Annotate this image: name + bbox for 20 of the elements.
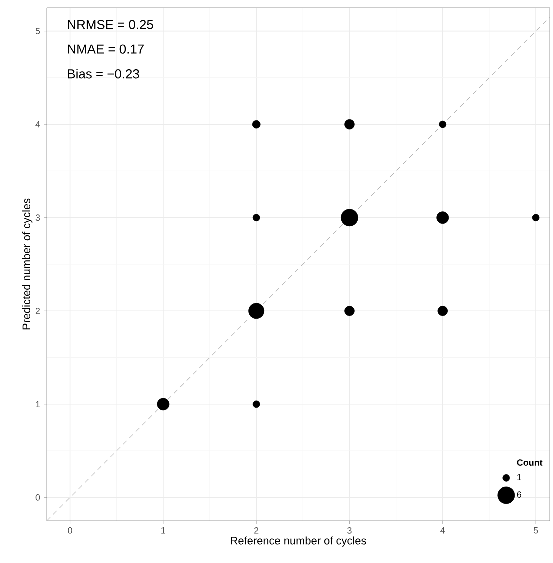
legend-label: 1: [518, 474, 522, 480]
y-tick-label: 4: [36, 122, 40, 128]
annotation: NRMSE = 0.25: [68, 20, 154, 30]
legend-label: 6: [517, 492, 522, 498]
annotation: NMAE = 0.17: [68, 44, 144, 54]
y-tick-label: 1: [36, 401, 40, 408]
y-tick-label: 3: [36, 214, 40, 222]
annotation: Bias = −0.23: [68, 69, 140, 79]
x-axis-title: Reference number of cycles: [231, 536, 366, 547]
y-tick-label: 5: [36, 28, 40, 34]
x-tick-label: 0: [68, 528, 72, 534]
x-tick-label: 5: [534, 528, 538, 534]
legend-title: Count: [517, 460, 543, 466]
x-tick-label: 3: [348, 528, 352, 534]
x-tick-label: 1: [162, 528, 166, 534]
x-tick-label: 4: [440, 528, 446, 534]
y-tick-label: 0: [36, 494, 40, 501]
x-tick-label: 2: [254, 528, 259, 534]
y-axis-title: Predicted number of cycles: [22, 198, 33, 330]
y-tick-label: 2: [36, 308, 40, 314]
